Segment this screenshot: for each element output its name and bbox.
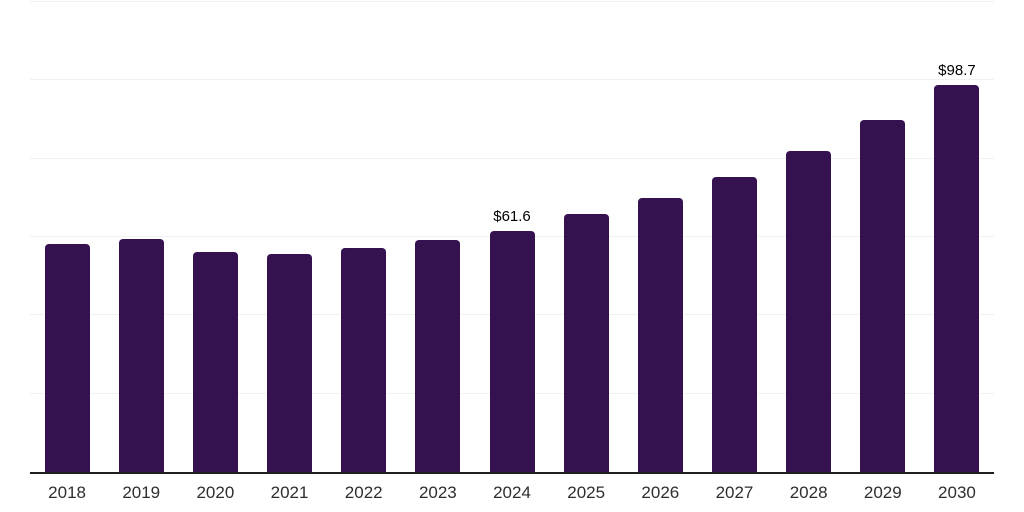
- x-tick-2021: 2021: [270, 483, 309, 502]
- chart-plot-area: $61.6 $98.7: [30, 1, 994, 474]
- bar-slot-2019: [104, 2, 178, 472]
- bar-slot-2027: [697, 2, 771, 472]
- bar-slot-2020: [178, 2, 252, 472]
- data-label-2024: $61.6: [493, 207, 531, 225]
- x-tick-2029: 2029: [863, 483, 902, 502]
- x-axis-labels: 2018 2019 2020 2021 2022 2023 2024 2025 2026 2027…: [30, 483, 994, 503]
- x-tick-2019: 2019: [122, 483, 161, 502]
- bar-2024: [489, 230, 535, 472]
- bar-slot-2025: [549, 2, 623, 472]
- gridline-80: [30, 157, 994, 159]
- bar-slot-2018: [30, 2, 104, 472]
- bar-2018: [44, 244, 90, 472]
- bar-2021: [267, 253, 313, 472]
- bar-2028: [786, 151, 832, 472]
- x-tick-2026: 2026: [641, 483, 680, 502]
- bar-2030: [934, 85, 980, 472]
- bar-2027: [711, 177, 757, 472]
- bar-2022: [341, 247, 387, 472]
- bar-slot-2023: [401, 2, 475, 472]
- bar-2019: [118, 238, 164, 472]
- bar-slot-2029: [846, 2, 920, 472]
- x-tick-2023: 2023: [418, 483, 457, 502]
- bar-slot-2026: [623, 2, 697, 472]
- x-tick-2025: 2025: [567, 483, 606, 502]
- x-tick-2027: 2027: [715, 483, 754, 502]
- bar-2023: [415, 240, 461, 472]
- bar-2025: [563, 214, 609, 472]
- x-tick-2022: 2022: [344, 483, 383, 502]
- bar-slot-2022: [327, 2, 401, 472]
- data-label-2030: $98.7: [938, 62, 976, 80]
- bar-2029: [860, 119, 906, 472]
- x-tick-2030: 2030: [938, 483, 976, 502]
- bar-slot-2024: $61.6: [475, 2, 549, 472]
- bar-2026: [637, 197, 683, 472]
- bar-slot-2030: $98.7: [920, 2, 994, 472]
- gridline-120: [30, 1, 994, 2]
- x-tick-2024: 2024: [493, 483, 531, 502]
- bar-slot-2021: [252, 2, 326, 472]
- x-tick-2018: 2018: [48, 483, 86, 502]
- bars-container: $61.6 $98.7: [30, 2, 994, 472]
- x-tick-2028: 2028: [789, 483, 828, 502]
- bar-slot-2028: [772, 2, 846, 472]
- x-tick-2020: 2020: [196, 483, 235, 502]
- bar-2020: [192, 251, 238, 472]
- gridline-100: [30, 79, 994, 81]
